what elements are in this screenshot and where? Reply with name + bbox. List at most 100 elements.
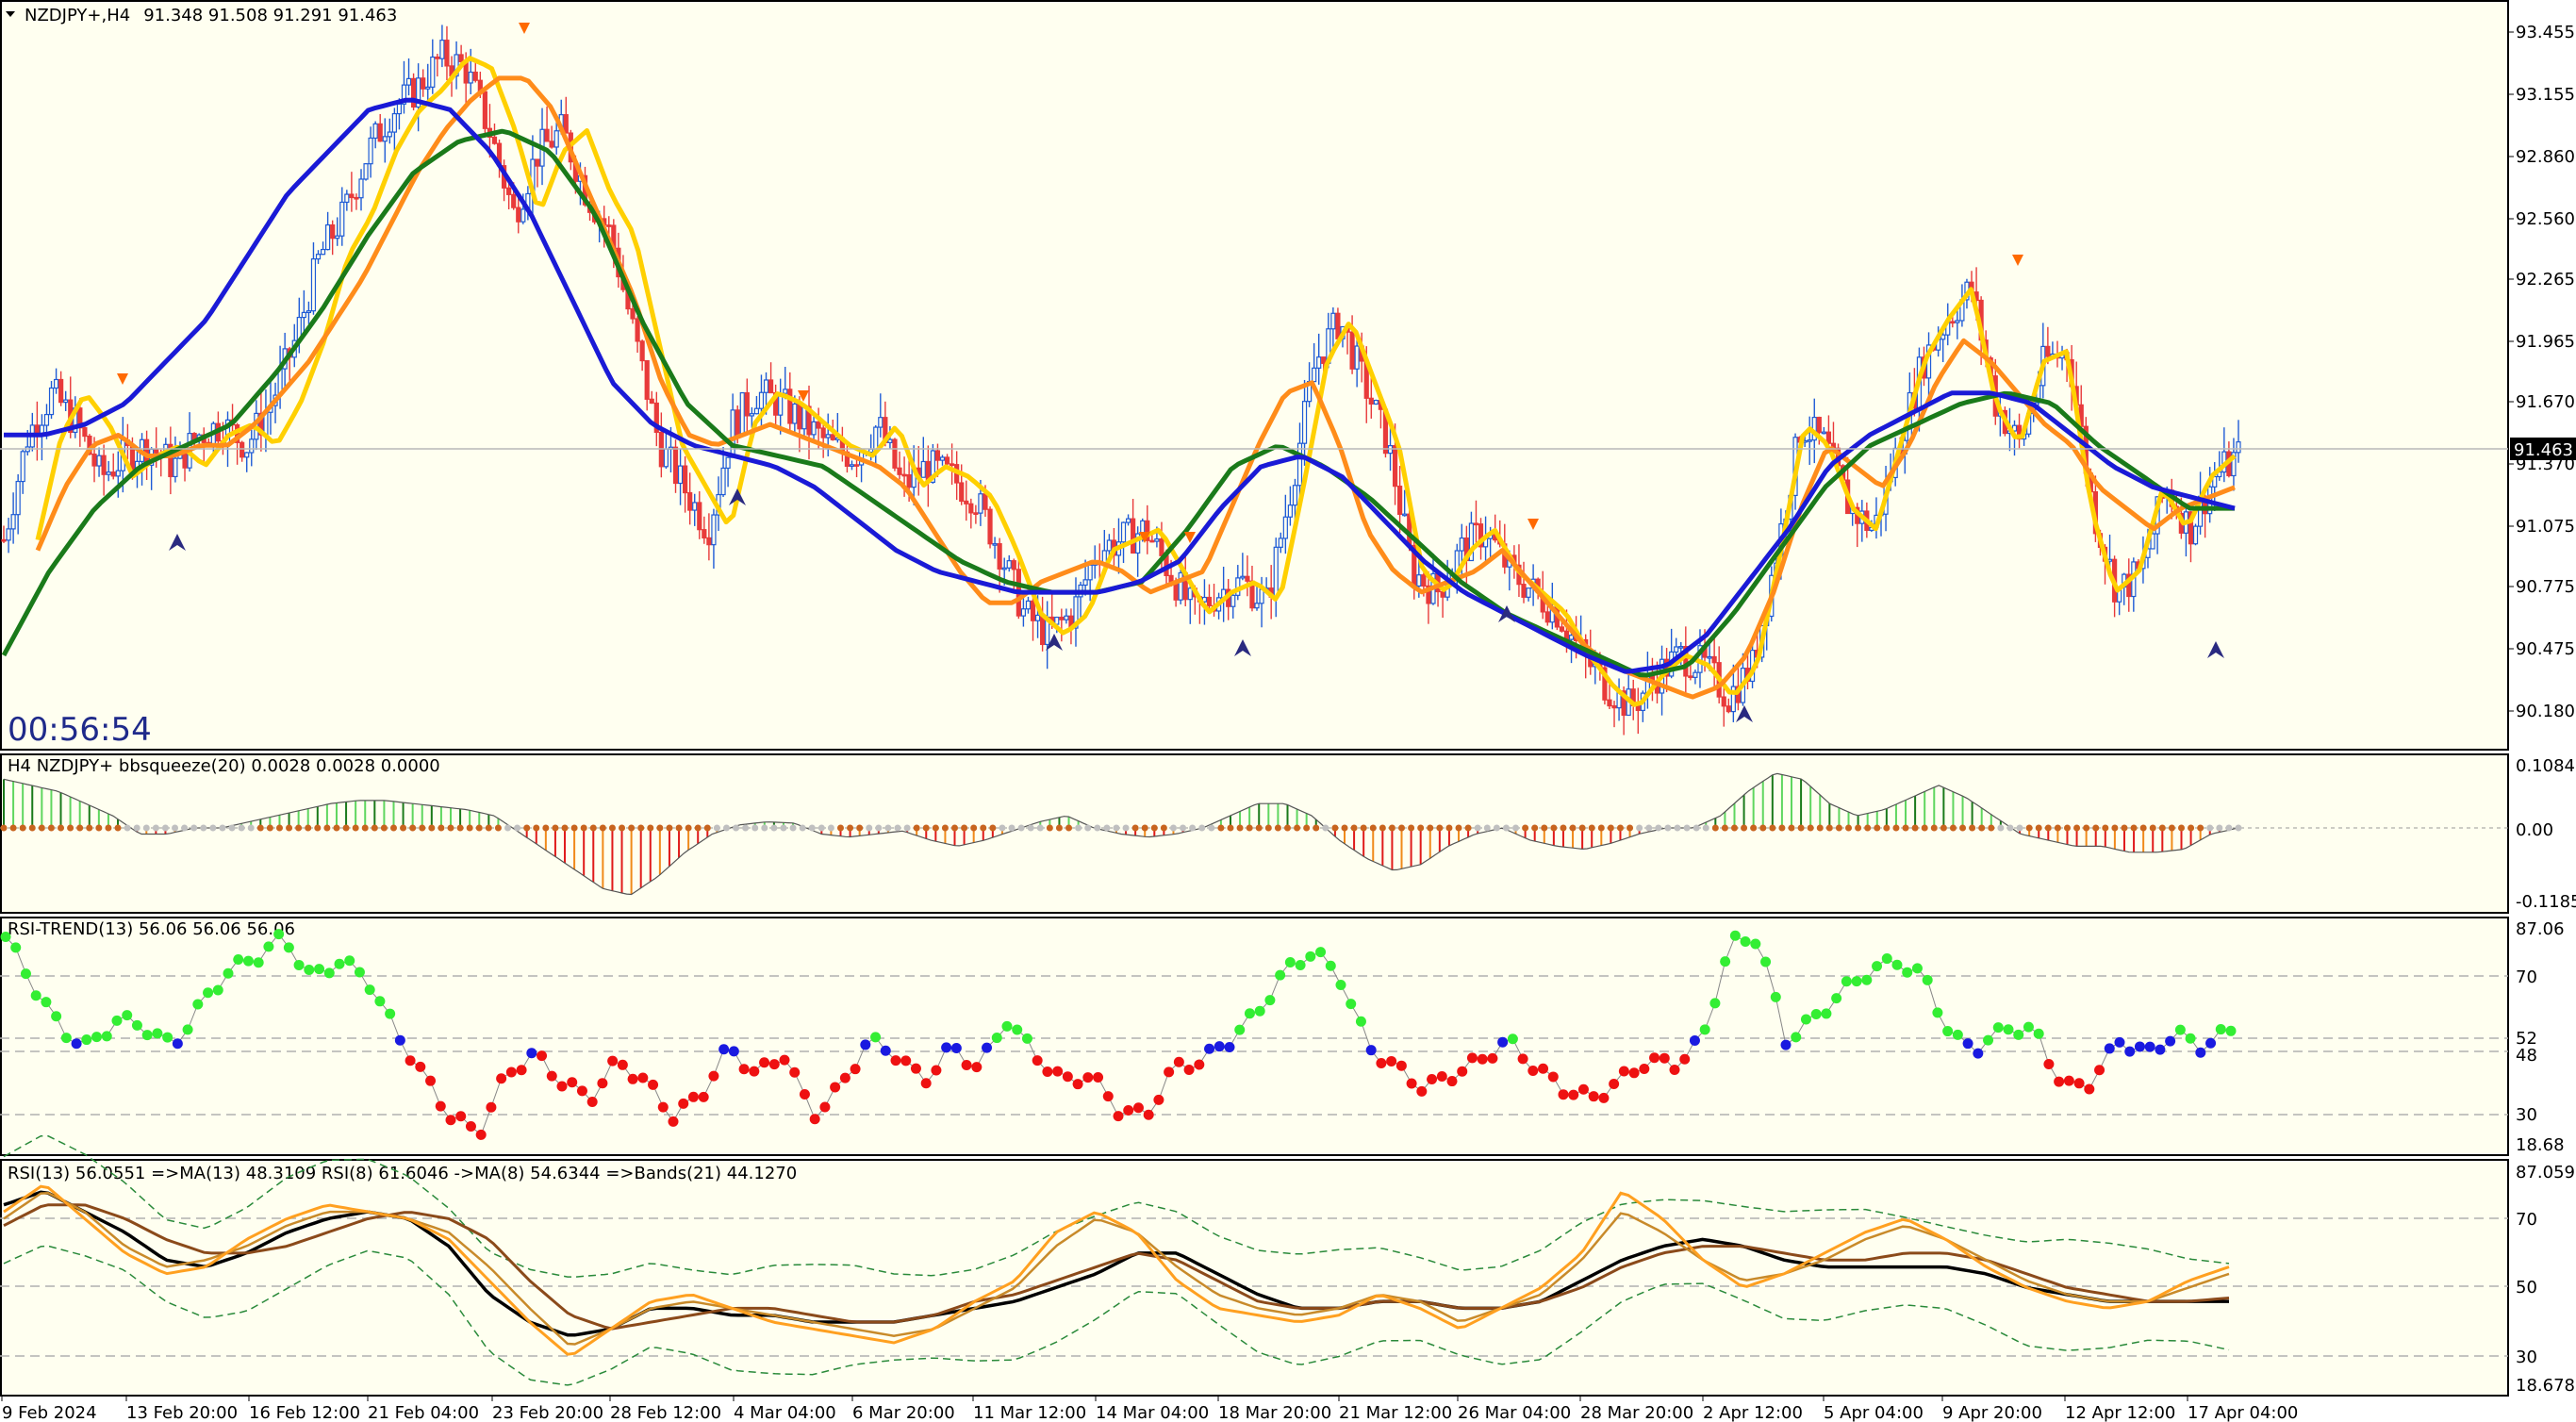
bbsqueeze-dot: [1883, 824, 1891, 832]
time-axis-label: 26 Mar 04:00: [1458, 1403, 1571, 1422]
bbsqueeze-dot: [2197, 824, 2204, 832]
rsi-trend-dot: [880, 1045, 891, 1056]
bbsqueeze-dot: [1255, 824, 1263, 832]
bbsqueeze-dot: [238, 824, 245, 832]
bbsqueeze-dot: [570, 824, 578, 832]
price-axis[interactable]: 93.455 93.155 92.860 92.560 92.265 91.965 91.6…: [2508, 23, 2575, 721]
rsi-trend-dot: [101, 1031, 112, 1042]
rsi-trend-dot: [1922, 974, 1933, 985]
bbsqueeze-dot: [1683, 824, 1691, 832]
rsi-trend-dot: [293, 959, 305, 970]
bbsqueeze-dot: [2044, 824, 2052, 832]
candle-body: [1145, 520, 1150, 541]
bbsqueeze-dot: [903, 824, 911, 832]
bbsqueeze-dot: [1730, 824, 1738, 832]
bbsqueeze-dot: [2102, 824, 2109, 832]
candle-body: [692, 502, 698, 511]
bbsqueeze-dot: [1036, 824, 1044, 832]
moving-averages: [1, 56, 2237, 707]
bbsqueeze-dot: [2130, 824, 2138, 832]
rsi-trend-dot: [1588, 1091, 1599, 1102]
rsi-trend-dot: [516, 1065, 527, 1076]
bbsqueeze-dot: [2111, 824, 2119, 832]
bbsqueeze-dot: [295, 824, 303, 832]
bbsqueeze-dot: [1864, 824, 1872, 832]
candle-body: [1354, 345, 1360, 370]
bbsqueeze-dot: [1502, 824, 1510, 832]
rsi-trend-dot: [2205, 1037, 2217, 1049]
bbsqueeze-axis-top: 0.1084: [2516, 756, 2575, 776]
candle-body: [344, 193, 350, 204]
time-axis[interactable]: 9 Feb 2024 13 Feb 20:00 16 Feb 12:00 21 Feb…: [1, 1396, 2298, 1422]
rsi-trend-dot: [304, 964, 315, 975]
bbsqueeze-dot: [219, 824, 226, 832]
bbsqueeze-dot: [1046, 824, 1053, 832]
candle-body: [1006, 560, 1012, 569]
candle-body: [997, 543, 1002, 570]
bbsqueeze-dot: [552, 824, 559, 832]
rsi-trend-dot: [1487, 1052, 1498, 1064]
candle-body: [115, 470, 121, 477]
candle-body: [1254, 603, 1260, 609]
candle-body: [2192, 525, 2199, 545]
bbsqueeze-dot: [1408, 824, 1415, 832]
bbsqueeze-dot: [200, 824, 207, 832]
rsi-trend-axis-52: 52: [2516, 1029, 2537, 1049]
rsi-trend-dot: [1042, 1066, 1053, 1077]
rsi-trend-dot: [1942, 1026, 1954, 1037]
bbsqueeze-dot: [1094, 824, 1101, 832]
bbsqueeze-dot: [28, 824, 36, 832]
bbsqueeze-dot: [1322, 824, 1329, 832]
bbsqueeze-dot: [1379, 824, 1386, 832]
candle-body: [1473, 522, 1479, 526]
bbsqueeze-dot: [1949, 824, 1957, 832]
bbsqueeze-dot: [2188, 824, 2195, 832]
candle-body: [1259, 588, 1264, 604]
candle-body: [1421, 574, 1427, 587]
rsi-trend-dot: [385, 1008, 396, 1019]
candle-body: [516, 207, 521, 223]
rsi-trend-dot: [2084, 1083, 2095, 1095]
candle-body: [630, 307, 636, 320]
candle-body: [358, 178, 364, 199]
symbol-header: NZDJPY+,H4 91.348 91.508 91.291 91.463: [25, 6, 397, 25]
bbsqueeze-dot: [19, 824, 26, 832]
price-axis-label: 91.965: [2516, 332, 2575, 352]
rsi-trend-dot: [678, 1098, 689, 1109]
rsi-trend-dot: [1992, 1022, 2004, 1033]
rsi-trend-dot: [799, 1088, 810, 1100]
bbsqueeze-dot: [438, 824, 445, 832]
candle-body: [106, 471, 111, 475]
bbsqueeze-dot: [1825, 824, 1833, 832]
rsi-trend-dot: [2003, 1024, 2014, 1035]
candle-body: [816, 421, 821, 429]
time-axis-label: 9 Feb 2024: [2, 1403, 97, 1422]
bbsqueeze-dot: [827, 824, 834, 832]
rsi-trend-dot: [1618, 1066, 1629, 1077]
rsi-trend-dot: [1821, 1008, 1832, 1019]
dropdown-triangle-icon[interactable]: [6, 11, 15, 17]
bbsqueeze-dot: [1227, 824, 1234, 832]
rsi-trend-dot: [839, 1072, 850, 1083]
candle-body: [753, 407, 760, 415]
rsi-trend-dot: [526, 1048, 537, 1059]
candle-body: [920, 460, 926, 478]
rsi-trend-dot: [344, 955, 355, 967]
candle-body: [768, 379, 774, 394]
rsi-trend-dot: [203, 987, 214, 999]
candle-body: [992, 543, 998, 546]
bbsqueeze-dot: [400, 824, 407, 832]
candle-body: [301, 311, 306, 319]
bbsqueeze-dot: [419, 824, 426, 832]
rsi-trend-dot: [809, 1114, 820, 1125]
rsi-trend-dot: [1659, 1052, 1670, 1064]
bbsqueeze-dot: [1588, 824, 1595, 832]
buy-arrow-icon: [1234, 639, 1251, 656]
bbsqueeze-dot: [1369, 824, 1377, 832]
rsi-trend-dot: [1194, 1059, 1205, 1070]
bbsqueeze-dot: [1978, 824, 1986, 832]
rsi-trend-dot: [1153, 1094, 1164, 1105]
rsi-trend-panel-bg: [0, 918, 2508, 1155]
bbsqueeze-dot: [1807, 824, 1814, 832]
